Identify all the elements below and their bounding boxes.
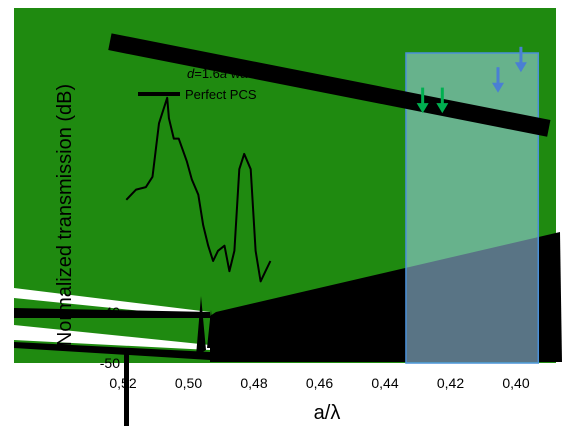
left-spike-2 [207,310,214,348]
arrow-head [514,62,527,73]
series-layer [108,33,551,283]
vertical-black-bar [124,352,129,426]
series-line [125,96,272,283]
x-tick-label: 0,50 [175,375,202,391]
green-arrow [416,87,429,114]
left-white-wedge-lower [14,325,210,350]
arrow-head [436,103,449,114]
y-axis-title: Normalized transmission (dB) [54,84,76,346]
series-waveguide [125,96,272,283]
x-tick-label: 0,52 [109,375,136,391]
lower-left-black-sliver [14,308,210,318]
lower-left-black-sliver-2 [14,342,210,360]
legend-entry-waveguide-label: d=1.6a waveguide [187,66,293,81]
x-axis-title: a/λ [314,402,341,424]
y-tick-label: -50 [100,355,120,371]
x-tick-label: 0,44 [371,375,398,391]
x-tick-label: 0,48 [240,375,267,391]
series-perfect-pcs [108,33,551,137]
arrow-head [416,103,429,114]
series-line [108,33,551,137]
y-tick-layer: -40 -50 [100,304,120,371]
blue-arrow [491,67,504,93]
y-tick-label: -40 [100,304,120,320]
left-white-wedge [14,288,210,318]
green-arrow [436,87,449,114]
x-tick-label: 0,46 [306,375,333,391]
legend: d=1.6a waveguide Perfect PCS [138,66,293,102]
arrow-layer [416,46,527,114]
x-tick-layer: 0,52 0,50 0,48 0,46 0,44 0,42 0,40 [109,375,529,391]
blue-arrow [514,46,527,73]
x-tick-label: 0,40 [502,375,529,391]
left-spike [196,296,206,356]
arrow-head [491,82,504,93]
x-tick-label: 0,42 [437,375,464,391]
legend-entry-pcs-label: Perfect PCS [185,87,257,102]
